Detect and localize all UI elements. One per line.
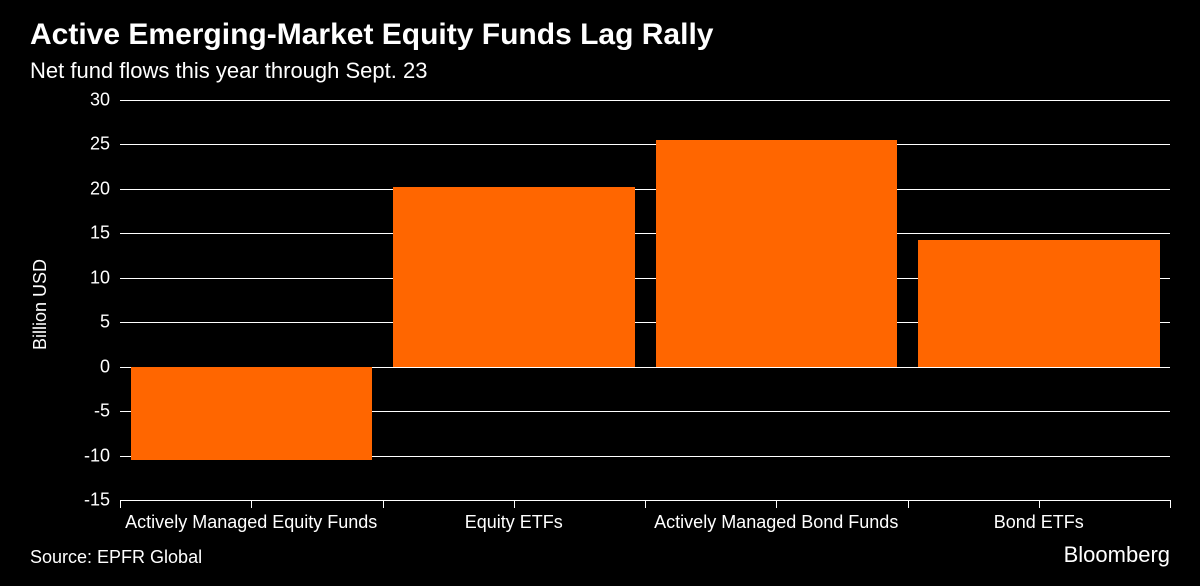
x-tick-label: Actively Managed Bond Funds <box>654 512 898 533</box>
x-tick-mark <box>383 500 384 508</box>
brand-label: Bloomberg <box>1064 542 1170 568</box>
y-tick-label: -15 <box>84 490 110 511</box>
chart-title: Active Emerging-Market Equity Funds Lag … <box>30 18 713 52</box>
bar <box>131 367 373 460</box>
x-tick-mark <box>1170 500 1171 508</box>
x-tick-mark <box>514 500 515 508</box>
y-axis-label: Billion USD <box>30 259 51 350</box>
x-tick-mark <box>776 500 777 508</box>
chart-container: Active Emerging-Market Equity Funds Lag … <box>0 0 1200 586</box>
y-tick-label: -5 <box>94 401 110 422</box>
x-tick-mark <box>120 500 121 508</box>
x-tick-mark <box>645 500 646 508</box>
gridline <box>120 233 1170 234</box>
bar <box>656 140 898 367</box>
y-tick-label: 15 <box>90 223 110 244</box>
gridline <box>120 144 1170 145</box>
y-tick-label: 0 <box>100 356 110 377</box>
y-tick-label: 5 <box>100 312 110 333</box>
x-tick-label: Actively Managed Equity Funds <box>125 512 377 533</box>
x-tick-label: Equity ETFs <box>465 512 563 533</box>
y-tick-label: 20 <box>90 178 110 199</box>
gridline <box>120 189 1170 190</box>
plot-area: -15-10-5051015202530Actively Managed Equ… <box>120 100 1170 500</box>
x-tick-mark <box>1039 500 1040 508</box>
x-tick-label: Bond ETFs <box>994 512 1084 533</box>
y-tick-label: 30 <box>90 90 110 111</box>
bar <box>393 187 635 367</box>
y-tick-label: 25 <box>90 134 110 155</box>
chart-subtitle: Net fund flows this year through Sept. 2… <box>30 58 427 84</box>
x-tick-mark <box>908 500 909 508</box>
gridline <box>120 100 1170 101</box>
y-tick-label: -10 <box>84 445 110 466</box>
bar <box>918 240 1160 367</box>
y-tick-label: 10 <box>90 267 110 288</box>
x-tick-mark <box>251 500 252 508</box>
source-label: Source: EPFR Global <box>30 547 202 568</box>
